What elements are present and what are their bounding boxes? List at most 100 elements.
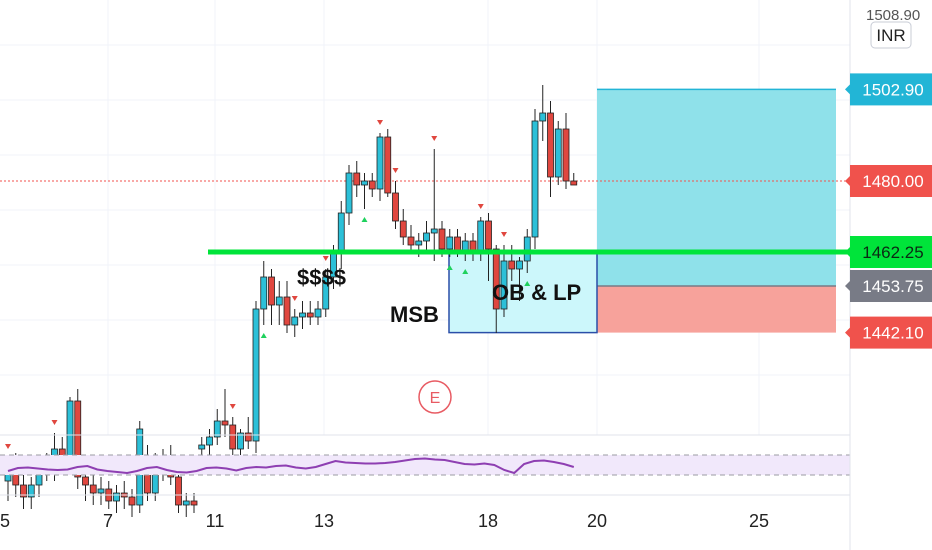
price-axis-top-label: 1508.90: [866, 7, 920, 24]
candle-body: [322, 276, 330, 310]
price-tag-pointer: [845, 327, 850, 338]
candle-body: [523, 236, 531, 262]
price-tag-pointer: [845, 247, 850, 257]
liquidity-label: $$$$: [297, 265, 346, 290]
candle-body: [446, 236, 454, 250]
earnings-marker-label: E: [430, 390, 441, 407]
pivot-low-marker: [524, 281, 531, 286]
time-axis: 5 7 11 13 18 20 25: [0, 494, 850, 531]
candle-body: [570, 180, 578, 186]
candle-body: [82, 476, 89, 486]
candle-body: [376, 136, 384, 190]
candle-body: [113, 492, 120, 502]
stop-loss-zone[interactable]: [597, 286, 836, 333]
candle-body: [268, 276, 275, 306]
price-tag: [850, 270, 932, 302]
pivot-low-marker: [361, 217, 368, 222]
pivot-high-marker: [431, 136, 438, 141]
candle-body: [554, 128, 562, 178]
rsi-line: [7, 457, 575, 475]
candle-body: [221, 420, 229, 426]
price-tag-label: 1480.00: [862, 172, 923, 191]
pivot-high-marker: [291, 296, 298, 301]
candle-body: [190, 500, 198, 506]
price-tag: [850, 165, 932, 197]
time-axis-tick-label: 11: [206, 511, 225, 531]
candle-body: [283, 296, 291, 326]
candle-body: [66, 400, 74, 458]
candle-body: [547, 112, 554, 178]
price-tag-pointer: [845, 84, 850, 95]
candle-body: [337, 212, 345, 254]
candle-body: [477, 220, 485, 254]
candle-body: [531, 120, 539, 238]
candle-body: [361, 180, 368, 186]
candle-body: [213, 420, 221, 438]
candle-body: [229, 424, 237, 450]
candle-body: [27, 484, 35, 498]
candle-body: [485, 220, 492, 250]
candle-body: [97, 488, 105, 494]
order-block-label: OB & LP: [492, 280, 581, 305]
candle-body: [399, 220, 407, 238]
price-tag-label: 1502.90: [862, 80, 923, 99]
pivot-low-marker: [446, 265, 453, 270]
pivot-high-marker: [322, 256, 329, 261]
pivot-high-marker: [377, 120, 383, 125]
pivot-high-marker: [392, 168, 399, 173]
time-axis-tick-label: 13: [314, 511, 334, 531]
price-tag-pointer: [845, 281, 850, 291]
candle-body: [128, 496, 136, 506]
time-axis-tick-label: 18: [478, 511, 498, 531]
pivot-high-marker: [229, 404, 236, 409]
candle-body: [353, 172, 361, 186]
rsi-band: [0, 455, 850, 475]
candle-body: [539, 112, 547, 122]
candle-body: [291, 316, 299, 326]
candle-body: [306, 312, 314, 318]
pivot-low-marker: [462, 269, 469, 274]
candle-body: [198, 444, 206, 450]
candle-body: [415, 240, 423, 246]
currency-badge-label: INR: [876, 26, 905, 45]
candle-body: [275, 296, 283, 306]
time-axis-tick-label: 25: [749, 511, 769, 531]
candle-body: [430, 228, 438, 234]
candle-body: [492, 248, 500, 310]
price-tag: [850, 316, 932, 349]
candle-body: [260, 276, 268, 310]
price-tag-label: 1462.25: [862, 243, 923, 262]
candle-body: [368, 180, 376, 190]
pivot-high-marker: [5, 444, 11, 449]
candle-body: [237, 432, 244, 450]
time-axis-tick-label: 5: [0, 511, 10, 531]
candle-body: [182, 500, 190, 506]
candle-body: [562, 128, 570, 182]
currency-badge[interactable]: [870, 21, 912, 49]
candle-body: [206, 436, 213, 446]
take-profit-zone[interactable]: [597, 89, 836, 287]
candle-body: [89, 484, 97, 494]
candle-body: [74, 400, 82, 478]
pivot-high-marker: [477, 204, 484, 209]
candle-body: [20, 484, 27, 498]
candle-body: [423, 232, 430, 242]
pivot-low-marker: [260, 333, 267, 338]
price-tag-pointer: [845, 176, 850, 186]
earnings-marker-icon[interactable]: [418, 380, 452, 414]
price-tag-label: 1453.75: [862, 277, 923, 296]
candle-body: [384, 136, 392, 194]
candle-body: [252, 308, 260, 442]
candle-body: [407, 236, 415, 246]
time-axis-tick-label: 20: [587, 511, 607, 531]
candle-body: [299, 312, 306, 318]
candle-body: [244, 432, 252, 442]
price-tag: [850, 73, 932, 106]
pivot-high-marker: [51, 420, 58, 425]
candle-body: [508, 260, 516, 270]
candle-body: [345, 172, 353, 214]
msb-label: MSB: [390, 302, 439, 327]
price-tag: [850, 236, 932, 268]
candle-body: [392, 192, 399, 222]
